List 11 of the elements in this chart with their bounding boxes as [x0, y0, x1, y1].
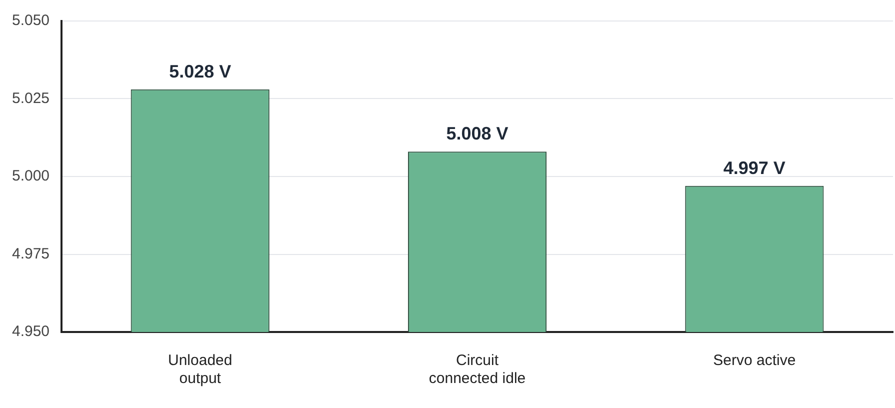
- x-tick-label: Servo active: [713, 352, 796, 370]
- y-tick-label: 4.950: [12, 323, 50, 340]
- y-tick-label: 5.000: [12, 168, 50, 185]
- x-tick-label: Unloaded output: [168, 352, 232, 388]
- x-tick-label: Circuit connected idle: [428, 352, 526, 388]
- y-tick-label: 5.025: [12, 90, 50, 107]
- data-label: 4.997 V: [723, 158, 786, 178]
- y-tick-label: 5.050: [12, 12, 50, 30]
- y-tick-label: 4.975: [12, 245, 50, 262]
- data-label: 5.028 V: [169, 61, 232, 82]
- data-label: 5.008 V: [446, 124, 508, 144]
